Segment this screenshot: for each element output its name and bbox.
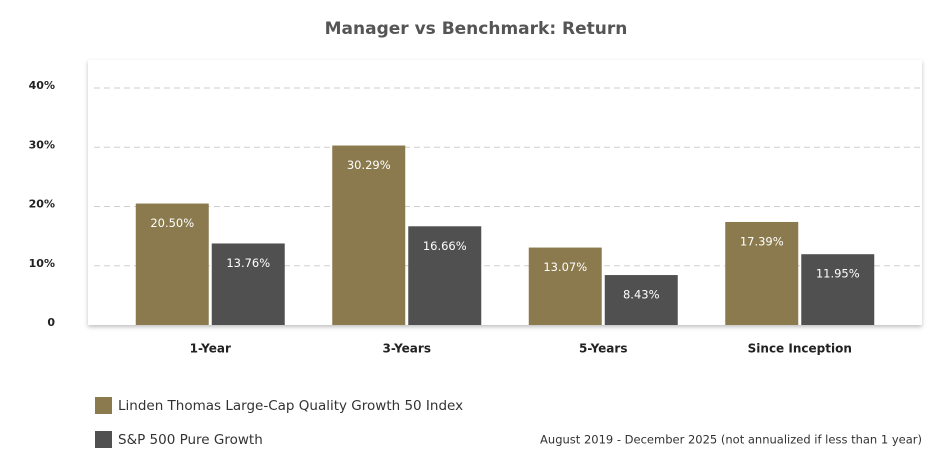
value-label: 13.76%: [226, 256, 270, 270]
legend-label: Linden Thomas Large-Cap Quality Growth 5…: [118, 398, 463, 414]
value-label: 13.07%: [543, 260, 587, 274]
bar: [135, 203, 209, 325]
legend-swatch: [95, 431, 112, 448]
bar: [408, 226, 482, 325]
y-tick-label: 30%: [29, 138, 55, 151]
bar: [725, 221, 799, 325]
legend-swatch: [95, 397, 112, 414]
x-tick-label: 1-Year: [190, 342, 231, 356]
footnote: August 2019 - December 2025 (not annuali…: [540, 433, 922, 447]
bar: [801, 254, 875, 325]
x-tick-label: 5-Years: [579, 342, 627, 356]
legend-label: S&P 500 Pure Growth: [118, 432, 263, 448]
x-tick-label: 3-Years: [383, 342, 431, 356]
value-label: 30.29%: [347, 158, 391, 172]
y-tick-label: 20%: [29, 198, 55, 211]
value-label: 16.66%: [423, 239, 467, 253]
bar: [332, 145, 406, 325]
bar: [604, 275, 678, 325]
y-tick-label: 40%: [29, 79, 55, 92]
x-tick-label: Since Inception: [748, 342, 852, 356]
value-label: 17.39%: [740, 234, 784, 248]
y-tick-label: 0: [47, 316, 55, 329]
bar: [528, 247, 602, 325]
value-label: 11.95%: [816, 267, 860, 281]
plot-area: 0 10% 20% 30% 40% 1-Year 20.50% 13.76% 3-Years 30…: [29, 79, 922, 356]
chart-title: Manager vs Benchmark: Return: [325, 19, 628, 39]
y-tick-label: 10%: [29, 257, 55, 270]
value-label: 8.43%: [623, 288, 660, 302]
value-label: 20.50%: [150, 216, 194, 230]
bar: [211, 243, 285, 325]
